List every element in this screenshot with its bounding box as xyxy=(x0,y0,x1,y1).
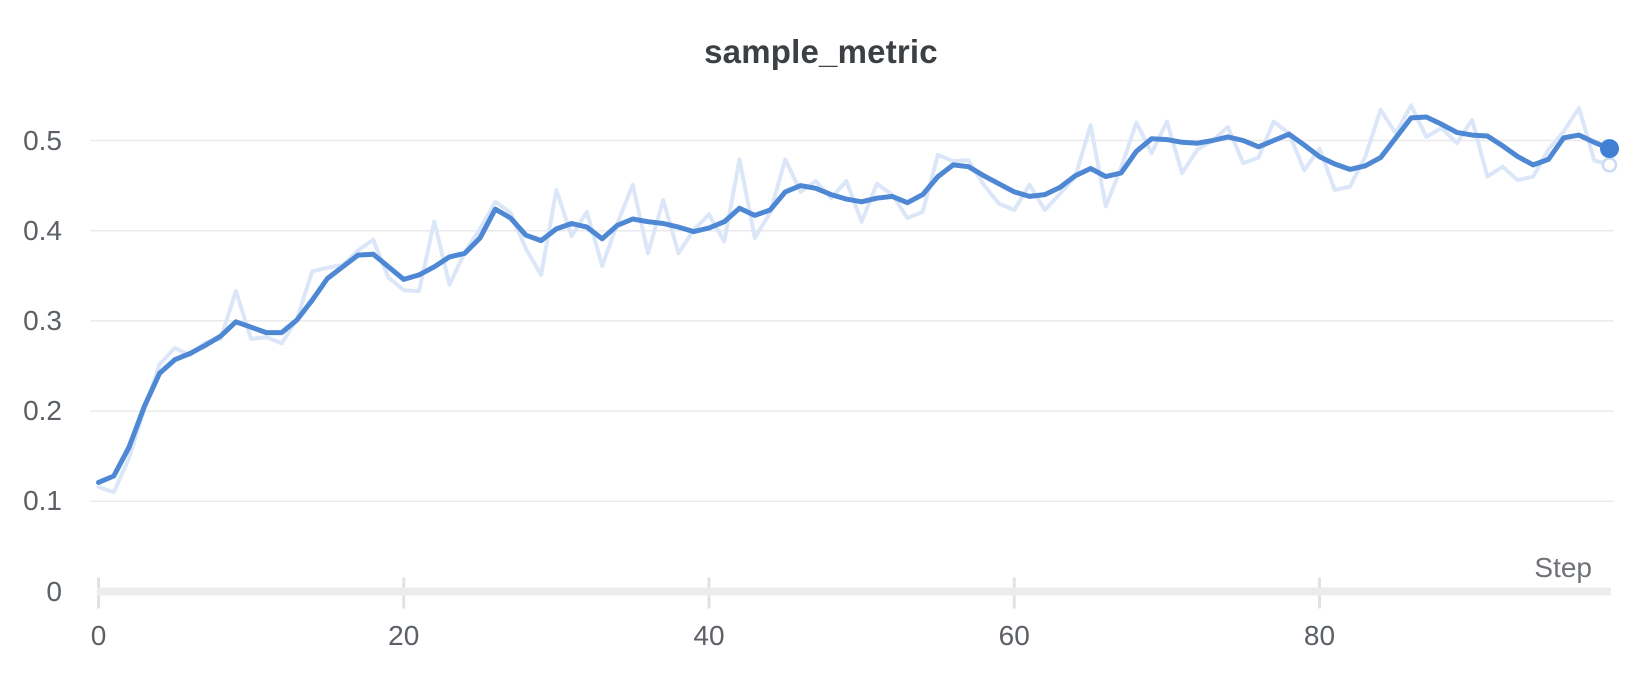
y-tick-label: 0.2 xyxy=(23,395,62,427)
x-axis-title: Step xyxy=(1534,552,1592,583)
chart-title: sample_metric xyxy=(704,33,938,70)
x-tick-label: 0 xyxy=(90,620,107,651)
y-tick-label: 0.5 xyxy=(23,124,62,156)
raw-line xyxy=(96,103,1612,495)
x-tick-label: 80 xyxy=(1303,620,1336,651)
raw-end-marker xyxy=(1601,157,1618,173)
x-tick-label: 20 xyxy=(388,620,420,651)
y-tick-label: 0.3 xyxy=(23,304,62,336)
y-tick-label: 0.1 xyxy=(23,485,62,517)
smoothed-end-marker[interactable] xyxy=(1599,139,1619,159)
y-tick-label: 0 xyxy=(46,575,62,607)
x-axis-baseline xyxy=(97,587,1611,596)
y-tick-label: 0.4 xyxy=(23,214,62,246)
x-tick-label: 40 xyxy=(693,620,725,651)
x-tick-label: 60 xyxy=(998,620,1030,651)
smoothed-line xyxy=(96,114,1612,485)
